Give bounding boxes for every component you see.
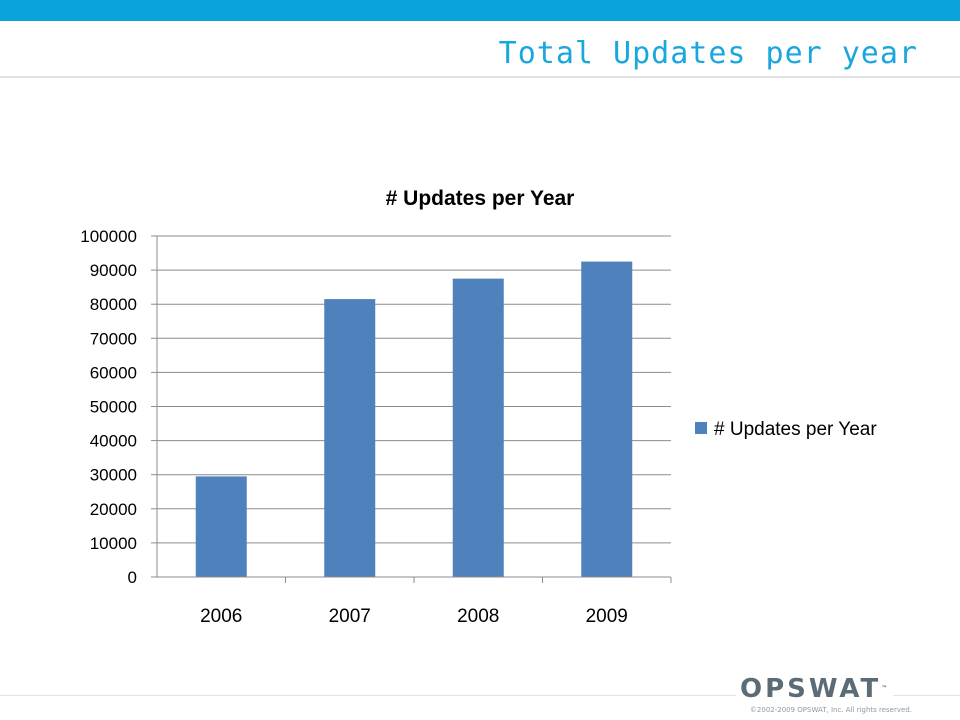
y-tick-label: 20000: [90, 500, 137, 519]
x-tick-label: 2008: [457, 606, 499, 627]
legend-label: # Updates per Year: [714, 419, 877, 440]
y-tick-label: 80000: [90, 295, 137, 314]
title-divider: [0, 76, 960, 78]
slide-title: Total Updates per year: [498, 36, 918, 71]
bar-2008: [452, 278, 504, 577]
logo-trademark: ™: [881, 685, 888, 692]
y-tick-label: 0: [128, 568, 137, 587]
y-tick-label: 100000: [80, 227, 137, 246]
chart-title: # Updates per Year: [386, 187, 575, 210]
top-accent-bar: [0, 0, 960, 21]
logo-text: OPSWAT: [740, 674, 882, 704]
y-tick-label: 40000: [90, 432, 137, 451]
legend-swatch: [695, 422, 707, 434]
footer-divider: [0, 695, 960, 696]
copyright-text: ©2002-2009 OPSWAT, Inc. All rights reser…: [749, 706, 912, 714]
y-tick-label: 60000: [90, 363, 137, 382]
y-tick-label: 90000: [90, 261, 137, 280]
x-tick-label: 2006: [200, 606, 242, 627]
bar-2006: [195, 476, 247, 577]
y-tick-label: 70000: [90, 329, 137, 348]
x-tick-label: 2007: [329, 606, 371, 627]
x-tick-label: 2009: [586, 606, 628, 627]
opswat-logo: OPSWAT™: [736, 674, 894, 704]
bar-2009: [581, 261, 633, 577]
y-tick-label: 10000: [90, 534, 137, 553]
bar-2007: [324, 299, 376, 577]
y-tick-label: 50000: [90, 398, 137, 417]
y-tick-label: 30000: [90, 466, 137, 485]
